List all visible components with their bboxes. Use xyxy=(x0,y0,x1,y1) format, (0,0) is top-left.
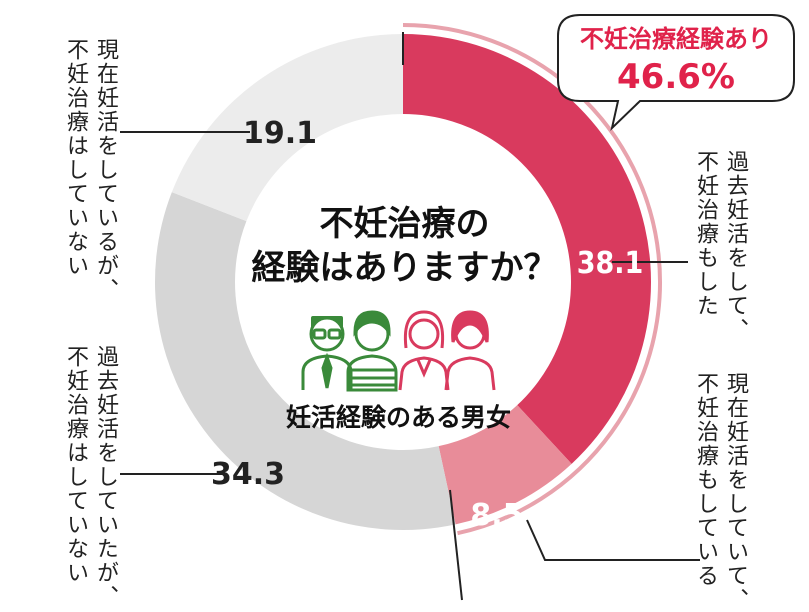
donut-slices xyxy=(154,33,651,531)
donut-slice-3 xyxy=(171,33,403,222)
donut-slice-0 xyxy=(403,34,651,464)
donut-slice-2 xyxy=(154,192,456,531)
chart-title-line1: 不妊治療の xyxy=(0,196,809,245)
woman-icon-2 xyxy=(444,310,496,391)
chart-subtitle: 妊活経験のある男女 xyxy=(285,403,511,432)
value-label-8: 8.5 xyxy=(470,498,523,533)
man-with-glasses-icon xyxy=(301,316,353,390)
label-past-untreated: 過去妊活をしていたが、 不妊治療はしていない xyxy=(63,345,118,609)
treatment-experience-arc xyxy=(402,23,662,536)
callout-bubble xyxy=(557,14,795,132)
man-in-striped-shirt-icon xyxy=(346,310,398,392)
chart-title-part2: 経験はありますか？ xyxy=(251,248,558,288)
label-current-treated: 現在妊活をしていて、 不妊治療もしている xyxy=(693,372,748,612)
chart-title-line2: 経験はありますか？ xyxy=(0,240,809,289)
leader-line-bottom xyxy=(449,489,463,601)
callout-value: 46.6% xyxy=(617,57,735,97)
chart-title-part1: 不妊治療の xyxy=(319,204,490,244)
donut-slice-1 xyxy=(438,405,572,525)
leader-line-8 xyxy=(526,519,700,561)
label-past-treated: 過去妊活をして、 不妊治療もした xyxy=(693,150,748,342)
value-label-34: 34.3 xyxy=(211,457,285,492)
label-current-untreated: 現在妊活をしているが、 不妊治療はしていない xyxy=(63,38,118,302)
value-label-38: 38.1 xyxy=(577,246,644,281)
callout-label: 不妊治療経験あり xyxy=(580,25,772,53)
woman-icon-1 xyxy=(398,310,450,391)
value-label-19: 19.1 xyxy=(243,116,317,151)
